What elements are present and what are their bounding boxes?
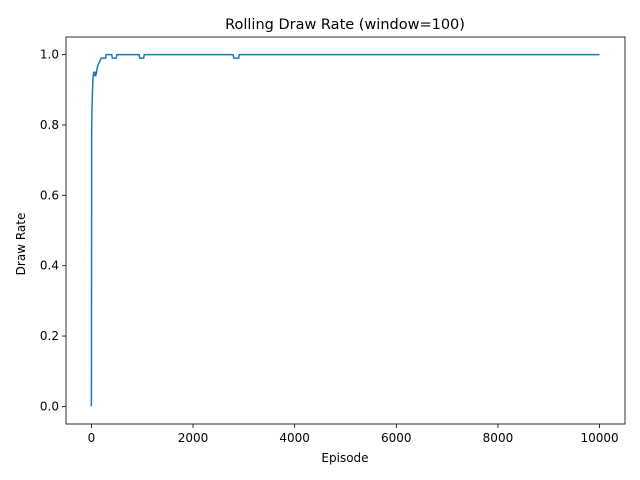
y-tick-label: 0.6 — [40, 188, 59, 202]
y-tick-label: 0.4 — [40, 259, 59, 273]
axes-frame — [65, 36, 626, 425]
x-tick-label: 2000 — [178, 431, 209, 445]
y-tick-label: 0.8 — [40, 118, 59, 132]
y-axis-label: Draw Rate — [14, 213, 28, 276]
draw-rate-series-line — [90, 53, 600, 407]
x-tick-label: 0 — [88, 431, 96, 445]
chart-title: Rolling Draw Rate (window=100) — [225, 17, 465, 33]
x-tick-label: 8000 — [483, 431, 514, 445]
y-tick-label: 1.0 — [40, 48, 59, 62]
x-tick-label: 10000 — [580, 431, 618, 445]
y-axis-ticks: 0.0 0.2 0.4 0.6 0.8 1.0 — [40, 48, 66, 413]
x-axis-ticks: 0 2000 4000 6000 8000 10000 — [88, 424, 619, 445]
x-axis-label: Episode — [321, 451, 368, 465]
y-tick-label: 0.0 — [40, 399, 59, 413]
y-tick-label: 0.2 — [40, 329, 59, 343]
plot-area — [90, 53, 600, 407]
x-tick-label: 6000 — [381, 431, 412, 445]
x-tick-label: 4000 — [279, 431, 310, 445]
